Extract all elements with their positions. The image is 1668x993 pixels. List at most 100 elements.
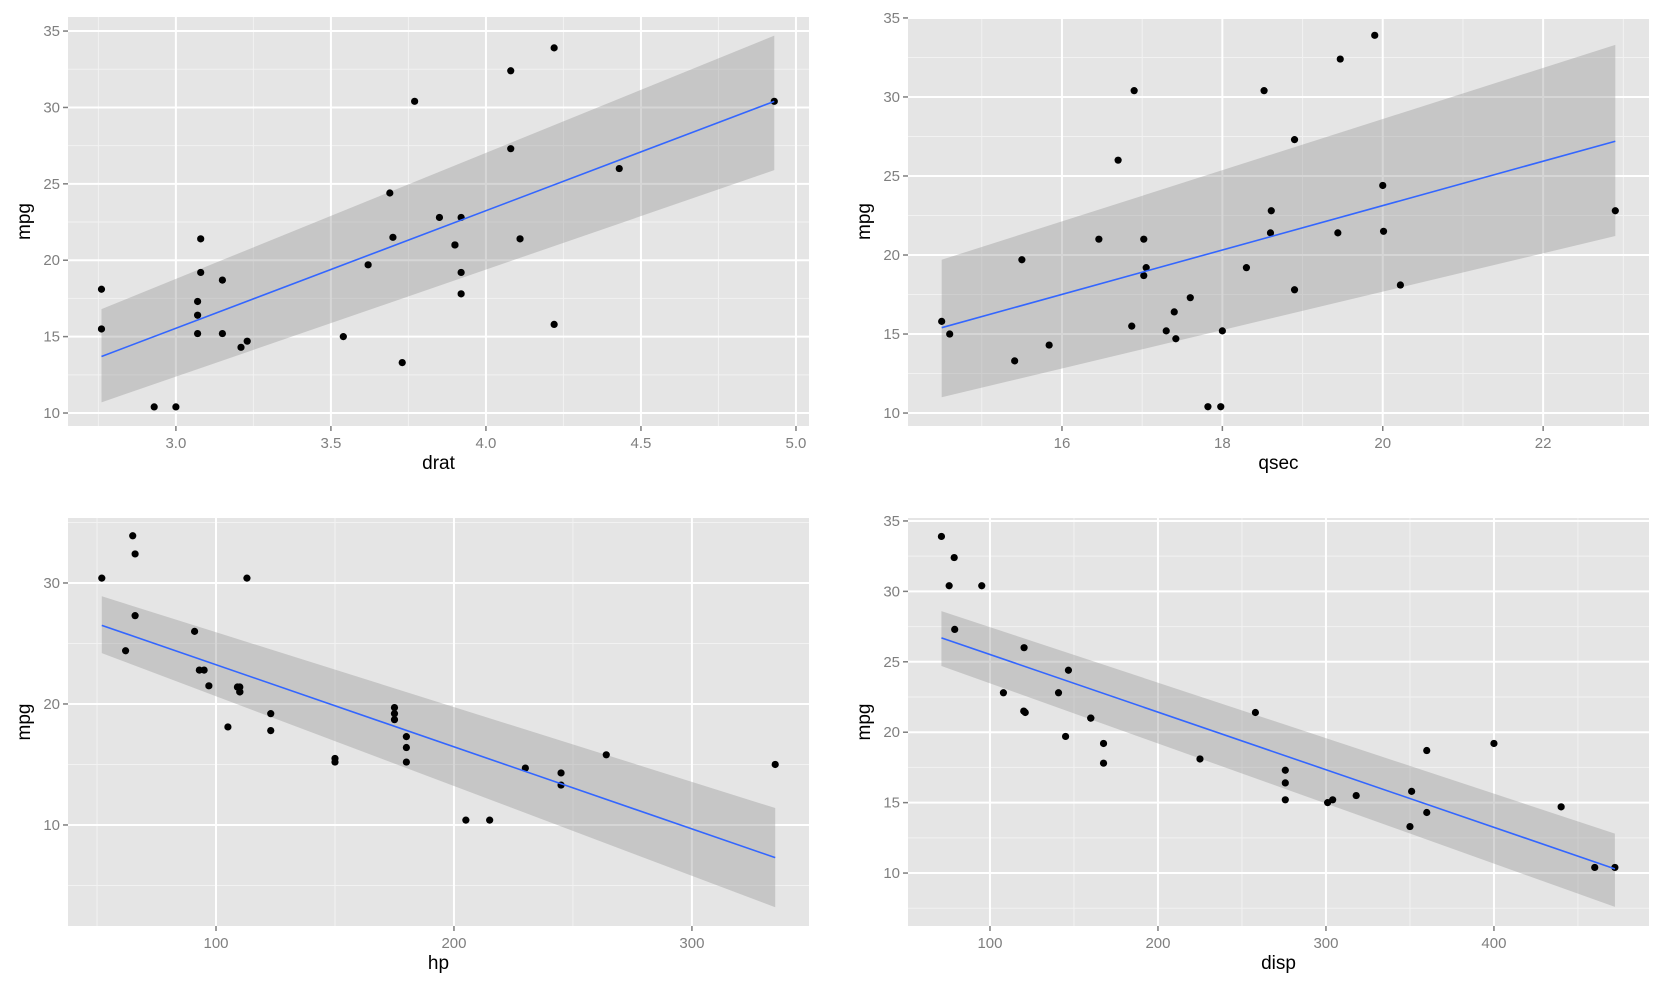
x-tick-label: 20 xyxy=(1374,435,1391,452)
data-point xyxy=(131,612,139,620)
points xyxy=(938,31,1619,411)
y-axis: 10 20 30 xyxy=(43,575,68,834)
data-point xyxy=(1423,746,1431,755)
y-tick-label: 10 xyxy=(883,865,900,882)
data-point xyxy=(237,343,245,351)
y-tick-label: 35 xyxy=(883,513,900,530)
y-tick-label: 20 xyxy=(883,247,900,264)
data-point xyxy=(402,758,410,766)
data-point xyxy=(1170,308,1178,316)
data-point xyxy=(486,816,494,824)
data-point xyxy=(411,97,419,105)
y-tick-label: 20 xyxy=(43,252,60,269)
y-tick-label: 10 xyxy=(43,405,60,422)
data-point xyxy=(937,532,946,541)
x-tick-label: 300 xyxy=(1313,935,1338,952)
data-point xyxy=(197,235,205,243)
data-point xyxy=(1281,779,1289,787)
y-tick-label: 35 xyxy=(883,10,900,27)
data-point xyxy=(1140,271,1148,280)
data-point xyxy=(364,261,372,269)
y-tick-label: 30 xyxy=(883,89,900,106)
data-point xyxy=(550,320,558,328)
data-point xyxy=(1406,822,1414,831)
data-point xyxy=(1021,708,1029,717)
points xyxy=(937,532,1619,872)
data-point xyxy=(1242,264,1251,272)
data-point xyxy=(1130,87,1138,95)
gridlines xyxy=(908,16,1649,426)
y-tick-label: 10 xyxy=(43,817,60,834)
y-tick-label: 25 xyxy=(883,168,900,185)
panel-background xyxy=(908,518,1649,926)
data-point xyxy=(386,189,394,197)
confidence-ribbon xyxy=(941,44,1616,398)
panel-background xyxy=(68,518,809,926)
plot-area xyxy=(97,35,778,411)
data-point xyxy=(1020,644,1028,652)
data-point xyxy=(1490,739,1498,748)
data-point xyxy=(1611,863,1619,872)
data-point xyxy=(602,751,610,759)
x-tick-label: 5.0 xyxy=(786,435,807,452)
plot-area xyxy=(98,532,779,908)
data-point xyxy=(451,241,459,249)
data-point xyxy=(1251,708,1260,717)
data-point xyxy=(1334,229,1342,237)
x-axis-title: qsec xyxy=(1258,453,1298,474)
gridlines xyxy=(68,17,809,426)
data-point xyxy=(1379,227,1388,235)
data-point xyxy=(1591,863,1599,872)
x-tick-label: 100 xyxy=(203,935,228,952)
data-point xyxy=(1217,403,1225,411)
data-point xyxy=(390,716,399,724)
data-point xyxy=(1011,357,1019,365)
data-point xyxy=(1128,322,1136,330)
data-point xyxy=(1045,341,1053,349)
data-point xyxy=(1140,235,1148,243)
data-point xyxy=(1142,264,1150,272)
x-axis: 100 200 300 400 xyxy=(977,926,1506,952)
data-point xyxy=(131,550,139,558)
data-point xyxy=(978,582,986,590)
x-axis: 16 18 20 22 xyxy=(1054,426,1551,452)
data-point xyxy=(1281,796,1289,804)
data-point xyxy=(1557,803,1565,811)
gridlines xyxy=(68,518,809,926)
data-point xyxy=(1095,235,1103,243)
data-point xyxy=(521,764,529,772)
data-point xyxy=(457,290,465,298)
panel-hp: 100 200 300 10 20 30 hp mpg xyxy=(14,518,809,974)
data-point xyxy=(1099,759,1108,767)
data-point xyxy=(462,816,470,824)
data-point xyxy=(557,769,565,777)
data-point xyxy=(218,276,227,284)
data-point xyxy=(1196,755,1204,763)
y-tick-label: 25 xyxy=(883,654,900,671)
x-tick-label: 200 xyxy=(1145,935,1170,952)
data-point xyxy=(1162,327,1170,335)
x-tick-label: 3.5 xyxy=(320,435,341,452)
data-point xyxy=(224,723,232,731)
data-point xyxy=(1423,808,1431,817)
y-tick-label: 20 xyxy=(43,696,60,713)
data-point xyxy=(615,164,623,173)
confidence-ribbon xyxy=(101,596,776,908)
data-point xyxy=(267,726,275,735)
regression-line xyxy=(101,100,775,358)
data-point xyxy=(1611,207,1619,215)
data-point xyxy=(402,733,410,741)
x-tick-label: 4.0 xyxy=(476,435,497,452)
data-point xyxy=(1267,207,1275,215)
data-point xyxy=(1336,55,1344,63)
data-point xyxy=(950,553,958,562)
x-axis-title: disp xyxy=(1261,953,1296,974)
data-point xyxy=(1204,403,1212,411)
data-point xyxy=(457,268,465,277)
data-point xyxy=(1087,714,1095,722)
data-point xyxy=(233,683,242,691)
panel-qsec: 16 18 20 22 10 15 20 25 30 35 qsec mpg xyxy=(854,10,1649,474)
y-tick-label: 15 xyxy=(883,795,900,812)
data-point xyxy=(550,44,558,52)
